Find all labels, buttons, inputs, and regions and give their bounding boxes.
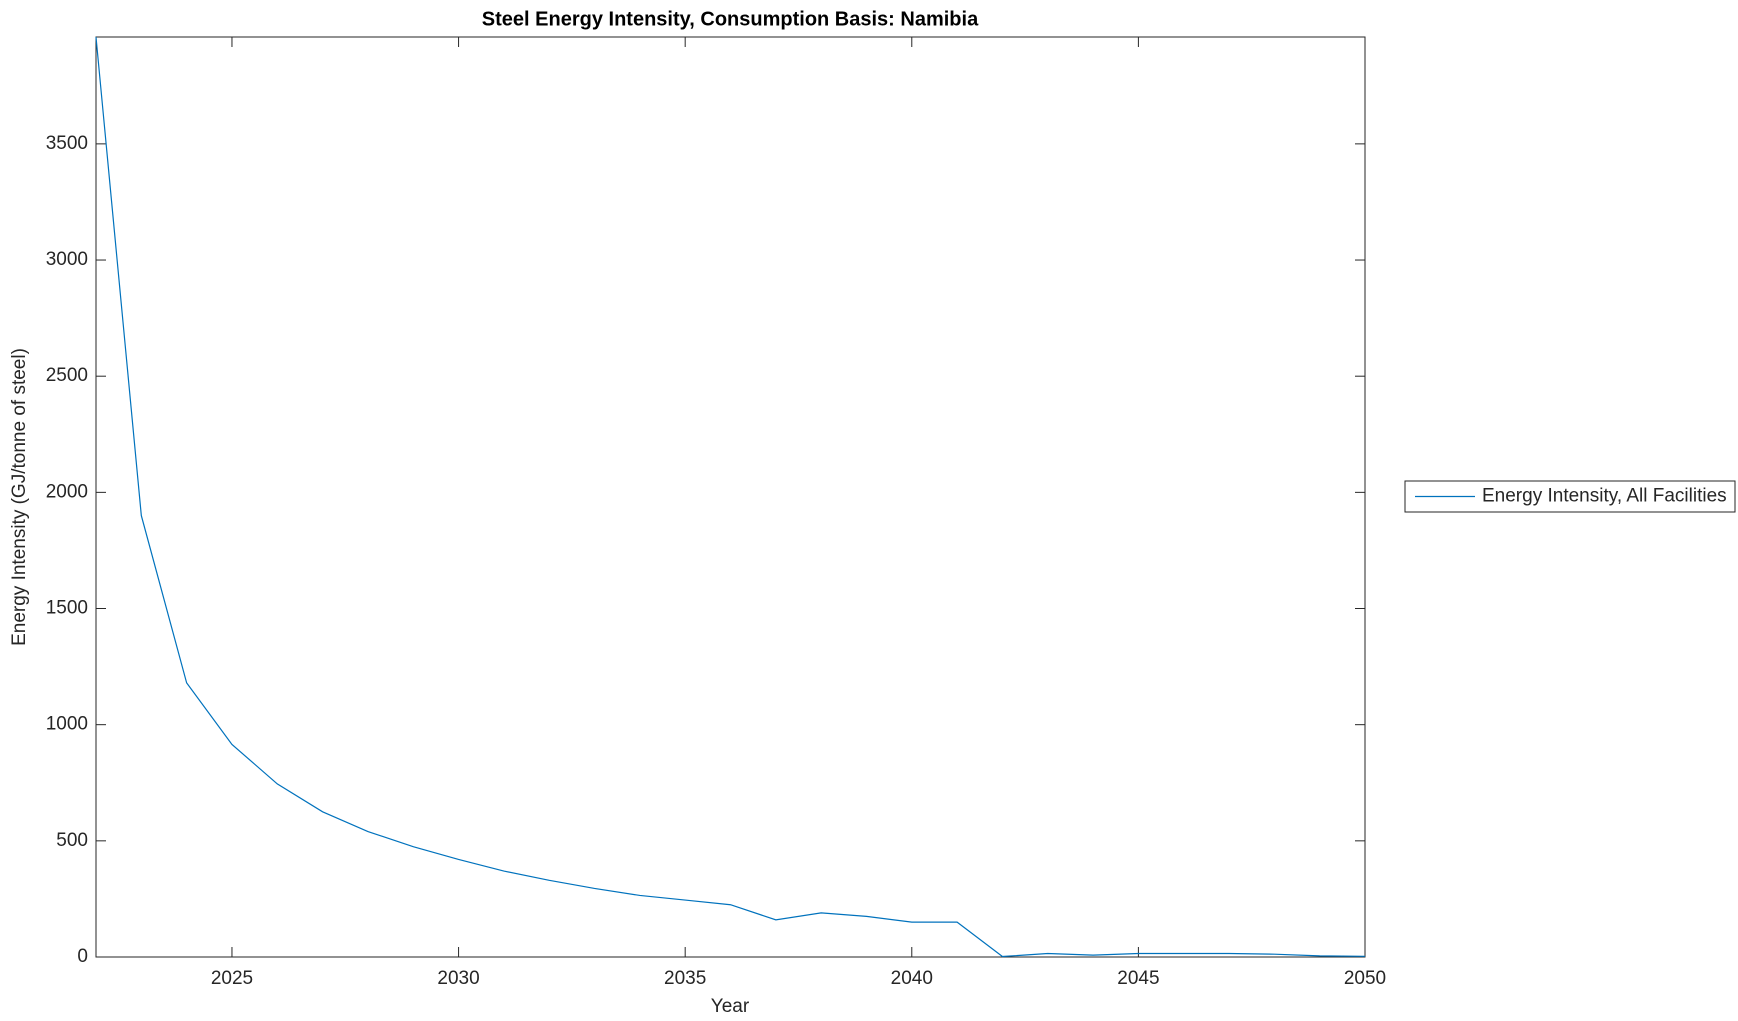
- x-tick-label: 2030: [437, 968, 479, 989]
- y-tick-label: 3000: [46, 249, 88, 270]
- x-tick-label: 2050: [1344, 968, 1386, 989]
- x-tick-label: 2035: [664, 968, 706, 989]
- plot-frame: [95, 36, 1366, 958]
- y-axis-label: Energy Intensity (GJ/tonne of steel): [9, 348, 30, 646]
- legend-label: Energy Intensity, All Facilities: [1482, 486, 1727, 507]
- y-tick-label: 2000: [46, 481, 88, 502]
- y-tick-label: 500: [56, 830, 88, 851]
- y-tick-label: 0: [77, 946, 88, 967]
- x-axis-label: Year: [711, 996, 750, 1017]
- y-tick-label: 3500: [46, 133, 88, 154]
- x-tick-label: 2025: [211, 968, 253, 989]
- y-tick-label: 1500: [46, 598, 88, 619]
- chart-title: Steel Energy Intensity, Consumption Basi…: [482, 8, 979, 30]
- data-line: [95, 36, 1366, 958]
- y-tick-label: 1000: [46, 714, 88, 735]
- y-tick-label: 2500: [46, 365, 88, 386]
- x-tick-label: 2045: [1117, 968, 1159, 989]
- x-tick-label: 2040: [891, 968, 933, 989]
